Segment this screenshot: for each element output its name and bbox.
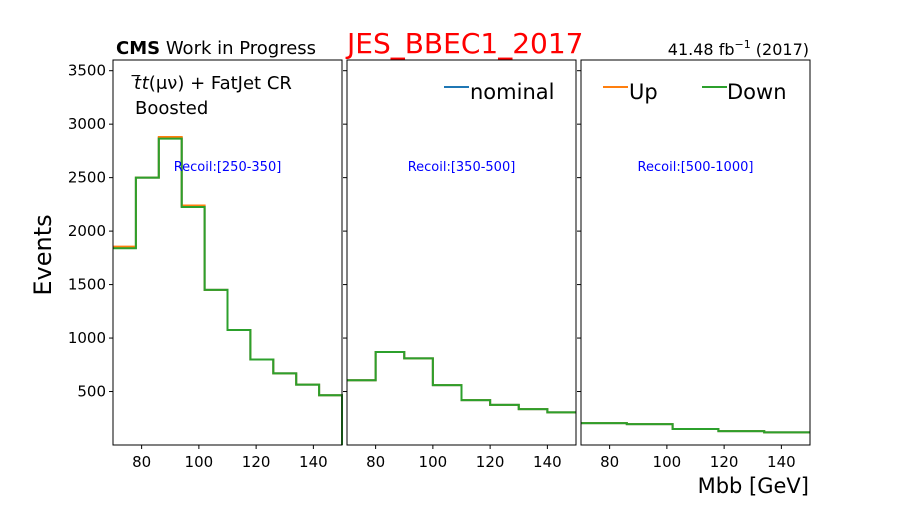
recoil-label: Recoil:[250-350] bbox=[174, 160, 282, 175]
cms-bold: CMS bbox=[116, 38, 160, 59]
panel-1: 80 100 120 140 500 1000 1500 2000 2500 3000 3500 Re… bbox=[68, 59, 343, 471]
y-tick-label: 3000 bbox=[68, 115, 106, 133]
x-tick-label: 140 bbox=[533, 453, 562, 471]
panel-3: 80 100 120 140 Recoil:[500-1000] bbox=[577, 59, 811, 471]
series-nominal-line bbox=[347, 350, 576, 414]
y-tick-label: 500 bbox=[77, 383, 106, 401]
lumi-year: (2017) bbox=[751, 40, 809, 59]
region-ttbar: t bbox=[134, 73, 142, 94]
cms-subtitle: Work in Progress bbox=[160, 38, 316, 59]
lumi-value: 41.48 fb bbox=[668, 40, 735, 59]
x-tick-label: 140 bbox=[767, 453, 796, 471]
panel-frame bbox=[580, 59, 811, 446]
y-tick-label: 3500 bbox=[68, 62, 106, 80]
panel-frame bbox=[346, 59, 577, 446]
region-sublabel: Boosted bbox=[135, 98, 208, 119]
y-tick-label: 1500 bbox=[68, 276, 106, 294]
recoil-label: Recoil:[350-500] bbox=[408, 160, 516, 175]
legend-up: Up bbox=[603, 80, 658, 104]
ttbar-bar: − bbox=[130, 68, 142, 84]
x-tick-label: 100 bbox=[653, 453, 682, 471]
region-text: (μν) + FatJet CR bbox=[149, 73, 292, 94]
series-up-line bbox=[347, 350, 576, 414]
y-tick-label: 1000 bbox=[68, 329, 106, 347]
x-tick-label: 100 bbox=[419, 453, 448, 471]
x-tick-label: 80 bbox=[132, 453, 151, 471]
x-tick-label: 120 bbox=[710, 453, 739, 471]
x-tick-label: 80 bbox=[366, 453, 385, 471]
legend-down: Down bbox=[702, 80, 787, 104]
x-tick-label: 120 bbox=[476, 453, 505, 471]
y-tick-label: 2000 bbox=[68, 222, 106, 240]
series-up-line bbox=[581, 422, 810, 434]
x-axis-label: Mbb [GeV] bbox=[698, 474, 809, 498]
panel-2: 80 100 120 140 Recoil:[350-500] bbox=[343, 59, 577, 471]
cms-label: CMS Work in Progress bbox=[116, 38, 316, 59]
series-down-line bbox=[581, 422, 810, 434]
x-tick-label: 100 bbox=[185, 453, 214, 471]
recoil-label: Recoil:[500-1000] bbox=[638, 160, 754, 175]
lumi-exponent: −1 bbox=[734, 38, 750, 51]
x-tick-label: 120 bbox=[242, 453, 271, 471]
x-tick-label: 80 bbox=[600, 453, 619, 471]
legend-up-label: Up bbox=[629, 80, 658, 104]
x-tick-label: 140 bbox=[299, 453, 328, 471]
ttbar-second-t: t bbox=[142, 73, 150, 94]
series-nominal-line bbox=[581, 422, 810, 434]
lumi-label: 41.48 fb−1 (2017) bbox=[668, 38, 809, 59]
series-down-line bbox=[113, 137, 343, 445]
systematic-title: JES_BBEC1_2017 bbox=[345, 27, 583, 60]
y-tick-label: 2500 bbox=[68, 169, 106, 187]
series-down-line bbox=[347, 350, 576, 414]
y-axis-label: Events bbox=[29, 214, 57, 295]
legend-nominal: nominal bbox=[444, 80, 554, 104]
legend-nominal-label: nominal bbox=[470, 80, 554, 104]
legend-down-label: Down bbox=[727, 80, 787, 104]
region-label: t−t(μν) + FatJet CR bbox=[130, 68, 292, 94]
panel-frame bbox=[112, 59, 343, 446]
